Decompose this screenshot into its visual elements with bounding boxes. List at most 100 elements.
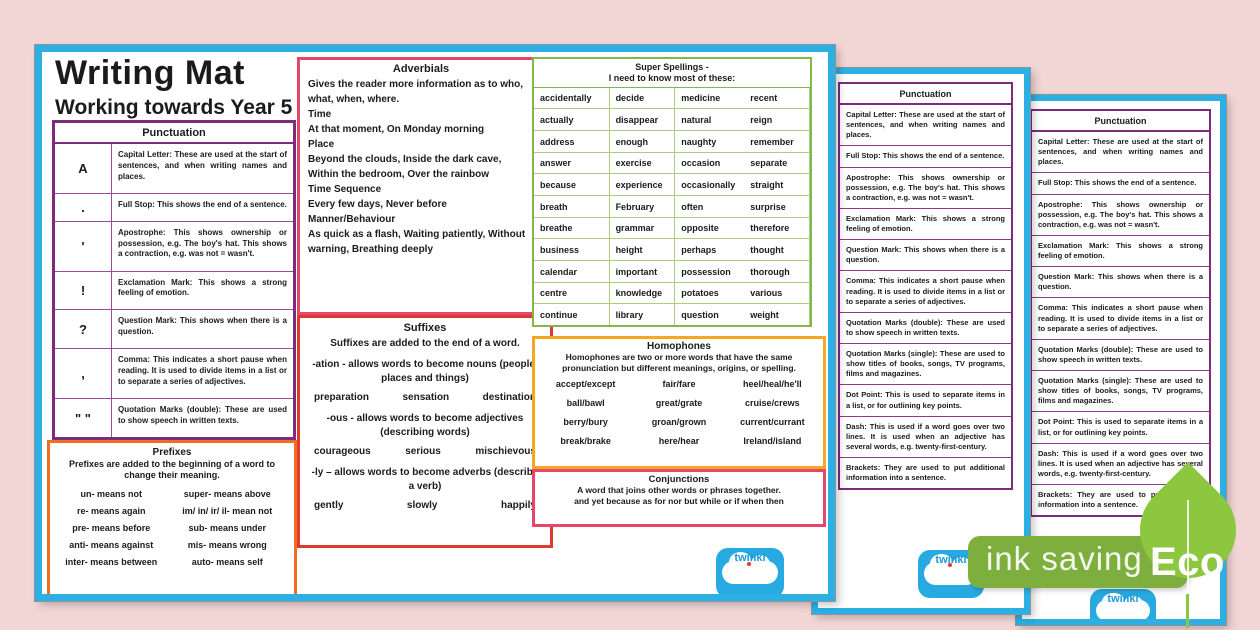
prefix-item: re- means again [76, 505, 146, 516]
punctuation-symbol: . [55, 193, 112, 221]
prefix-item: un- means not [80, 488, 142, 499]
spelling-word: enough [609, 130, 676, 153]
punctuation-panel-item: Quotation Marks (double): These are used… [1032, 338, 1209, 370]
twinkl-logo: twinkl [716, 548, 784, 594]
spelling-word: library [610, 304, 676, 325]
spelling-word: business [534, 239, 610, 261]
homophone-pair: break/brake [560, 436, 611, 447]
spelling-word: remember [744, 130, 810, 153]
super-spellings-table: Super Spellings - I need to know most of… [532, 57, 812, 327]
spelling-word: address [534, 130, 610, 153]
spelling-word: height [609, 239, 676, 261]
punctuation-panel-item: Capital Letter: These are used at the st… [846, 110, 1005, 140]
suffix-example: happily [500, 500, 536, 511]
spelling-word: thought [744, 239, 810, 261]
punctuation-symbol: " " [55, 399, 112, 438]
suffix-groups: -ation - allows words to become nouns (p… [308, 358, 542, 511]
adverbials-line: Manner/Behaviour [308, 214, 396, 225]
punctuation-panel-item: Question Mark: This shows when there is … [1032, 266, 1209, 297]
adverbials-line: Time [308, 109, 332, 120]
punctuation-symbol: , [55, 349, 112, 399]
spelling-word: perhaps [675, 239, 745, 261]
punctuation-panel-title: Punctuation [840, 84, 1011, 105]
homophone-pair: heel/heal/he'll [742, 379, 802, 390]
twinkl-cloud-icon [722, 552, 778, 584]
spelling-words-grid: accidentally decide medicine recent actually… [534, 87, 810, 325]
punctuation-panel-item: Apostrophe: This shows ownership or poss… [1032, 193, 1209, 235]
punctuation-panel-item: Brackets: They are used to put additiona… [840, 457, 1011, 488]
spelling-word: potatoes [675, 283, 745, 305]
suffix-example: serious [405, 446, 441, 457]
prefix-item: anti- means against [69, 539, 154, 550]
suffixes-box: Suffixes Suffixes are added to the end o… [297, 315, 553, 548]
twinkl-cloud-icon [1095, 592, 1151, 619]
punctuation-panel-items: Capital Letter: These are used at the st… [1032, 132, 1209, 515]
spelling-word: answer [534, 152, 610, 175]
prefix-item: auto- means self [191, 556, 263, 567]
spelling-word: because [534, 174, 610, 196]
suffix-rule: -ous - allows words to become adjectives… [326, 413, 524, 438]
conjunctions-title: Conjunctions [648, 474, 710, 485]
punctuation-table: Punctuation A Capital Letter: These are … [52, 120, 296, 440]
punctuation-panel-item: Comma: This indicates a short pause when… [1032, 297, 1209, 338]
punctuation-panel-item: Full Stop: This shows the end of a sente… [1032, 172, 1209, 193]
punctuation-symbol: A [55, 144, 112, 193]
punctuation-panel-item: Dot Point: This is used to separate item… [840, 384, 1011, 415]
punctuation-panel-item: Dash: This is used if a word goes over t… [840, 415, 1011, 457]
punctuation-panel: Punctuation Capital Letter: These are us… [1030, 109, 1211, 518]
spelling-word: various [744, 282, 810, 305]
suffix-rule: -ly – allows words to become adverbs (de… [311, 467, 539, 492]
punctuation-description: Comma: This indicates a short pause when… [118, 355, 287, 386]
spelling-word: surprise [744, 195, 810, 218]
prefixes-intro: Prefixes are added to the beginning of a… [68, 459, 276, 481]
spelling-word: natural [675, 109, 745, 131]
punctuation-row: ? Question Mark: This shows when there i… [55, 309, 293, 349]
punctuation-description: Question Mark: This shows when there is … [118, 316, 287, 337]
spelling-word: accidentally [534, 87, 610, 110]
adverbials-lines: Gives the reader more information as to … [308, 77, 534, 257]
prefix-item: mis- means wrong [187, 539, 267, 550]
spelling-word: continue [534, 304, 610, 325]
homophone-pair: great/grate [655, 398, 703, 409]
prefix-item: inter- means between [65, 556, 158, 567]
adverbials-line: Time Sequence [308, 184, 382, 195]
adverbials-line: As quick as a flash, Waiting patiently, … [308, 229, 526, 255]
ink-saving-label: ink saving [986, 540, 1143, 577]
twinkl-logo: twinkl [1090, 589, 1156, 619]
eco-leaf-vein [1187, 500, 1189, 592]
punctuation-description: Capital Letter: These are used at the st… [118, 150, 287, 181]
spelling-word: important [609, 260, 676, 283]
punctuation-description: Full Stop: This shows the end of a sente… [118, 199, 287, 209]
prefixes-grid: un- means not super- means above re- means… [52, 489, 292, 567]
spelling-word: often [675, 196, 745, 218]
spelling-word: decide [609, 87, 676, 110]
spelling-word: weight [744, 304, 810, 325]
spelling-word: centre [534, 282, 610, 305]
homophone-pair: accept/except [555, 379, 616, 390]
punctuation-row: ' Apostrophe: This shows ownership or po… [55, 220, 293, 271]
homophone-pair: cruise/crews [745, 398, 800, 409]
suffix-group: -ation - allows words to become nouns (p… [308, 358, 542, 403]
spelling-word: February [609, 195, 676, 218]
spelling-word: opposite [675, 218, 745, 240]
punctuation-panel-items: Capital Letter: These are used at the st… [840, 105, 1011, 488]
punctuation-row: " " Quotation Marks (double): These are … [55, 398, 293, 438]
suffix-example: mischievous [475, 446, 536, 457]
spelling-word: straight [744, 174, 810, 196]
punctuation-panel-item: Quotation Marks (double): These are used… [840, 311, 1011, 343]
homophone-pair: fair/fare [662, 379, 696, 390]
twinkl-logo-text: twinkl [1107, 592, 1139, 605]
conjunctions-definition: A word that joins other words or phrases… [577, 485, 781, 495]
punctuation-panel-item: Quotation Marks (single): These are used… [1032, 370, 1209, 411]
homophone-pair: ball/bawl [566, 398, 605, 409]
punctuation-symbol: ? [55, 310, 112, 349]
page-title: Writing Mat [55, 54, 245, 92]
punctuation-panel-item: Exclamation Mark: This shows a strong fe… [840, 207, 1011, 239]
punctuation-symbol: ' [55, 221, 112, 271]
adverbials-line: Every few days, Never before [308, 199, 447, 210]
homophone-pair: current/currant [740, 417, 805, 428]
punctuation-panel-title: Punctuation [1032, 111, 1209, 132]
conjunctions-word-list: and yet because as for nor but while or … [574, 496, 784, 507]
suffix-example: slowly [406, 500, 438, 511]
